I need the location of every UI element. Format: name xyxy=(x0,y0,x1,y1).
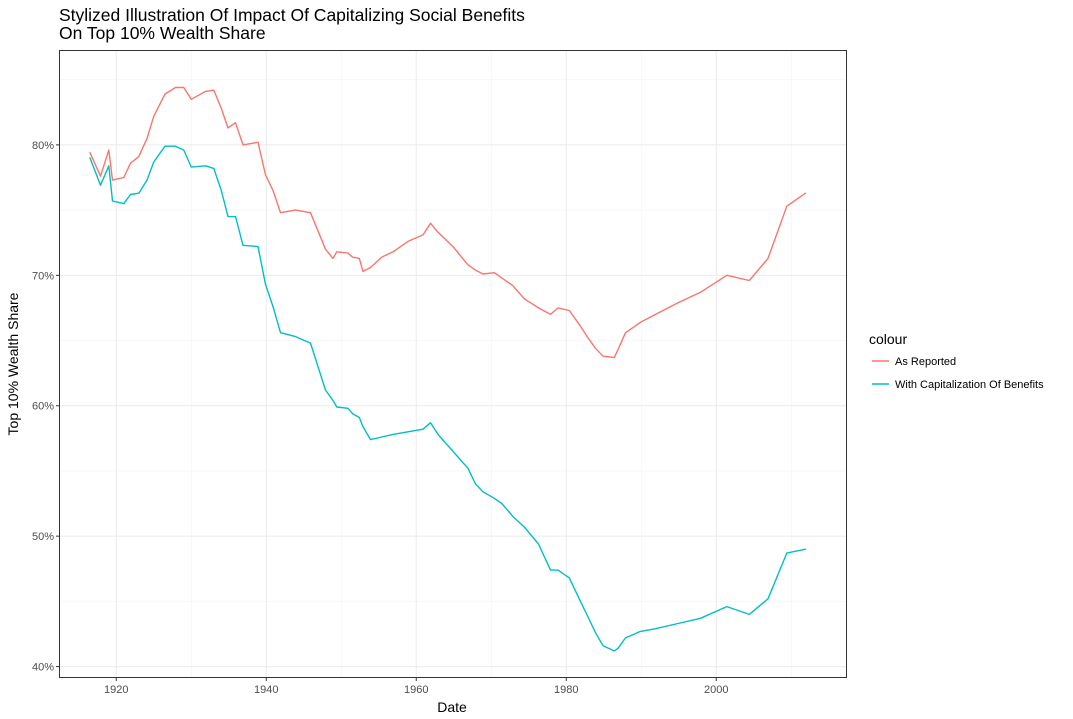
x-tick-label: 1960 xyxy=(404,684,428,696)
x-tick-label: 1940 xyxy=(254,684,278,696)
legend-label-with-capitalization: With Capitalization Of Benefits xyxy=(895,379,1044,391)
chart-title-line-2: On Top 10% Wealth Share xyxy=(59,23,266,43)
series-line-with-capitalization xyxy=(89,145,807,652)
grid xyxy=(60,51,846,677)
x-tick-label: 2000 xyxy=(704,684,728,696)
y-tick-label: 50% xyxy=(32,531,54,543)
y-tick-label: 40% xyxy=(32,662,54,674)
x-tick-label: 1980 xyxy=(554,684,578,696)
legend-items: As Reported With Capitalization Of Benefi… xyxy=(872,356,1044,391)
plot-panel-border xyxy=(59,50,847,678)
x-axis-title: Date xyxy=(437,699,467,715)
series-lines xyxy=(89,86,807,652)
chart-title-line-1: Stylized Illustration Of Impact Of Capit… xyxy=(59,5,525,25)
x-tick-label: 1920 xyxy=(104,684,128,696)
y-tick-label: 80% xyxy=(32,140,54,152)
axes: 1920 1940 1960 1980 2000 40% 50% 60% 70% 80% xyxy=(32,140,729,696)
series-line-as-reported xyxy=(89,86,807,359)
y-tick-label: 70% xyxy=(32,270,54,282)
y-tick-label: 60% xyxy=(32,401,54,413)
legend-title: colour xyxy=(869,331,907,347)
y-axis-title: Top 10% Wealth Share xyxy=(5,292,21,435)
legend: colour As Reported With Capitalization Of… xyxy=(869,331,1044,391)
legend-label-as-reported: As Reported xyxy=(895,356,956,368)
